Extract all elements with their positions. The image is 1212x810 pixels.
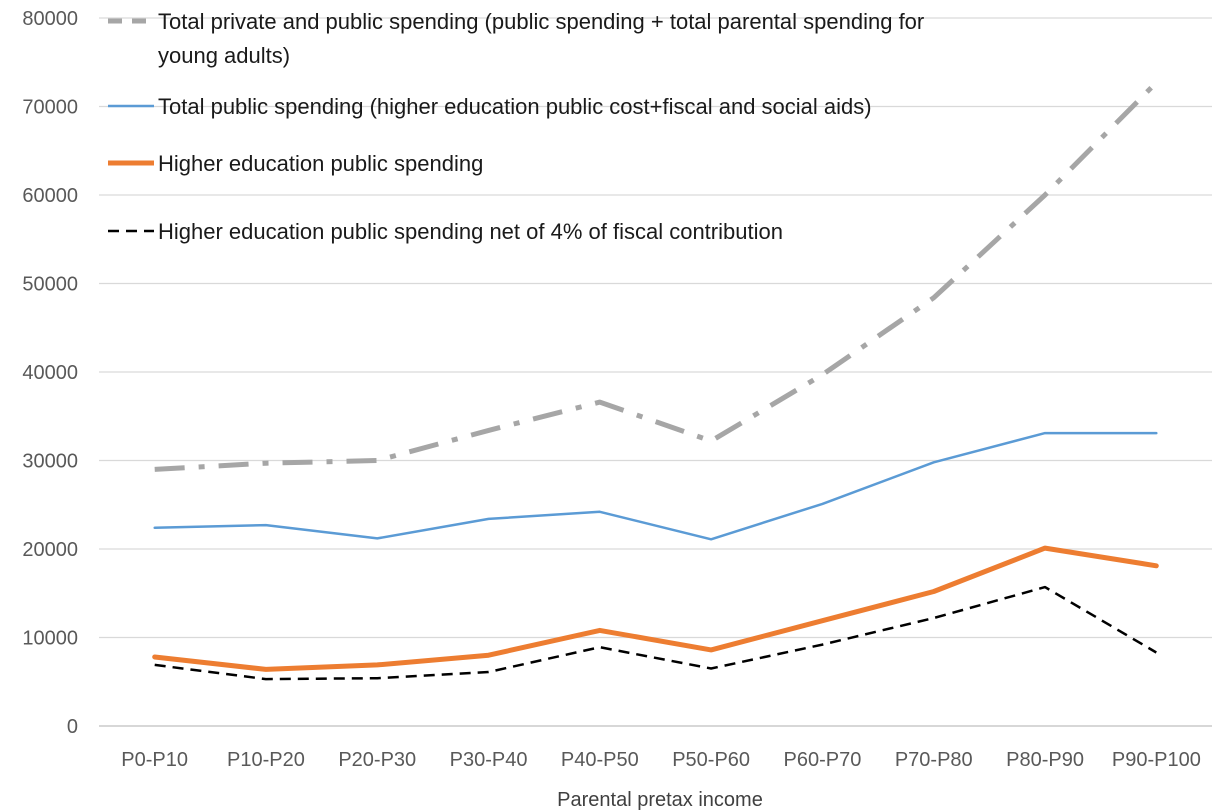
y-tick-label: 30000	[22, 451, 78, 473]
y-tick-label: 70000	[22, 97, 78, 119]
y-tick-label: 10000	[22, 628, 78, 650]
y-tick-label: 0	[67, 716, 78, 738]
legend-label: Total private and public spending (publi…	[158, 9, 924, 34]
x-tick-label: P90-P100	[1112, 749, 1201, 771]
data-series	[152, 80, 1159, 681]
y-tick-label: 20000	[22, 539, 78, 561]
x-axis-title: Parental pretax income	[557, 789, 763, 810]
x-tick-label: P70-P80	[895, 749, 973, 771]
series-line-2	[153, 431, 1158, 541]
legend-label: Higher education public spending net of …	[158, 219, 783, 244]
y-tick-label: 60000	[22, 185, 78, 207]
legend: Total private and public spending (publi…	[108, 9, 924, 244]
x-tick-label: P50-P60	[672, 749, 750, 771]
series-line-3	[152, 545, 1159, 672]
legend-label: young adults)	[158, 43, 290, 68]
x-tick-label: P60-P70	[784, 749, 862, 771]
x-tick-label: P80-P90	[1006, 749, 1084, 771]
legend-label: Higher education public spending	[158, 151, 483, 176]
x-axis-ticks: P0-P10 P10-P20 P20-P30 P30-P40 P40-P50 P50-P6…	[121, 749, 1201, 771]
gridlines	[99, 17, 1212, 727]
series-line-4	[154, 585, 1157, 681]
x-tick-label: P20-P30	[338, 749, 416, 771]
x-tick-label: P10-P20	[227, 749, 305, 771]
x-tick-label: P0-P10	[121, 749, 188, 771]
x-tick-label: P30-P40	[450, 749, 528, 771]
series-line-1	[154, 80, 1159, 472]
x-tick-label: P40-P50	[561, 749, 639, 771]
y-axis-ticks: 0 10000 20000 30000 40000 50000 60000 70000 8000…	[22, 8, 78, 738]
y-tick-label: 50000	[22, 274, 78, 296]
y-tick-label: 80000	[22, 8, 78, 30]
y-tick-label: 40000	[22, 362, 78, 384]
legend-label: Total public spending (higher education …	[158, 94, 872, 119]
